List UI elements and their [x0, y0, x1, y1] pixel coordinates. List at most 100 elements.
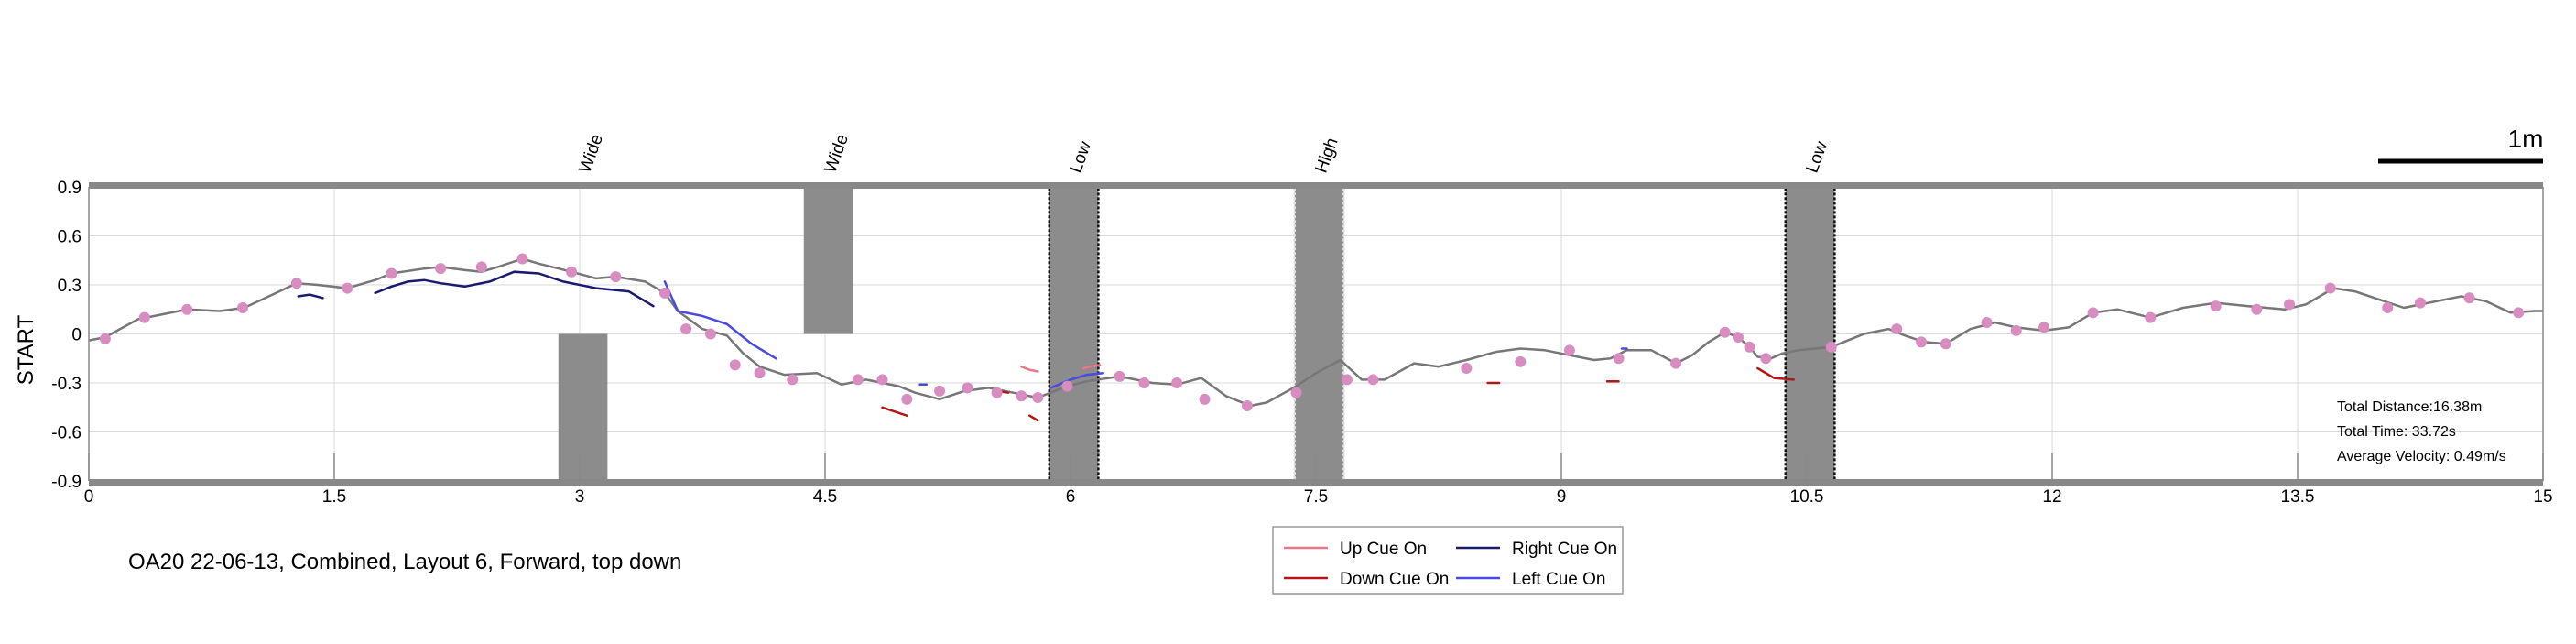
trajectory-point [2210, 300, 2222, 312]
obstacle-low [1784, 185, 1836, 483]
trajectory-point [1241, 399, 1253, 411]
trajectory-point [2415, 297, 2426, 309]
x-tick-label: 15 [2533, 487, 2552, 507]
markers [99, 253, 2525, 411]
legend: Up Cue On Right Cue On Down Cue On Left … [1272, 526, 1624, 595]
bottom-wall [89, 479, 2543, 486]
trajectory-point [787, 374, 799, 386]
scale-bar-label: 1m [2508, 125, 2544, 153]
down-cue-on-segment [881, 406, 908, 417]
top-wall [89, 182, 2543, 189]
y-tick-label: -0.6 [51, 424, 82, 443]
trajectory-point [1916, 336, 1928, 348]
trajectory-point [2087, 307, 2099, 319]
chart-caption: OA20 22-06-13, Combined, Layout 6, Forwa… [128, 550, 681, 574]
y-tick-label: -0.3 [51, 375, 82, 394]
trajectory-point [1461, 362, 1473, 374]
x-tick-label: 4.5 [813, 487, 837, 507]
obstacle-label: Low [1067, 139, 1096, 176]
left-cue-on-segment [663, 280, 777, 360]
trajectory-point [2038, 322, 2050, 333]
axes: 0 1.5 3 4.5 6 7.5 9 10.5 12 13.5 15 0.9 0.6 0.3 0 -0.3 -… [51, 179, 2552, 507]
obstacle-wide [558, 333, 608, 481]
x-tick-label: 1.5 [322, 487, 346, 507]
obstacle-high [1293, 185, 1345, 483]
trajectory-point [236, 301, 248, 313]
trajectory-line [88, 257, 2543, 408]
x-tick-label: 7.5 [1304, 487, 1328, 507]
trajectory-point [2145, 311, 2157, 323]
trajectory-point [566, 266, 578, 278]
trajectory-point [876, 374, 888, 386]
trajectory-point [2251, 303, 2263, 315]
trajectory-point [1367, 374, 1379, 386]
trajectory-point [1760, 353, 1772, 365]
trajectory-point [1981, 317, 1993, 329]
trajectory-point [610, 271, 622, 283]
x-tick-label: 12 [2042, 487, 2061, 507]
legend-label-left: Left Cue On [1512, 570, 1605, 589]
y-axis-label: START [14, 314, 38, 385]
obstacle-label: Wide [576, 132, 608, 176]
average-velocity: Average Velocity: 0.49m/s [2337, 449, 2506, 464]
trajectory-point [1114, 370, 1125, 382]
trajectory-point [1825, 341, 1837, 353]
trajectory-point [1138, 377, 1150, 388]
scale-bar: 1m [2378, 125, 2544, 164]
y-tick-label: 0 [71, 326, 82, 345]
trajectory-point [754, 367, 766, 379]
y-tick-label: 0.3 [58, 277, 82, 296]
x-tick-label: 6 [1066, 487, 1076, 507]
trajectory-point [2463, 292, 2475, 304]
trajectory-point [1670, 357, 1682, 369]
x-tick-label: 10.5 [1790, 487, 1824, 507]
trajectory-point [386, 267, 397, 279]
trajectory-point [852, 374, 864, 386]
y-tick-label: -0.9 [51, 473, 82, 492]
legend-label-down: Down Cue On [1340, 570, 1449, 589]
down-cue-on-segment [1756, 366, 1795, 381]
x-tick-label: 9 [1557, 487, 1567, 507]
trajectory-point [342, 282, 353, 294]
trajectory-point [99, 333, 111, 344]
down-cue-on-segment [1028, 414, 1039, 422]
series [88, 257, 2543, 422]
trajectory-point [1563, 344, 1575, 356]
trajectory-point [1171, 377, 1183, 388]
obstacle-label: High [1312, 136, 1342, 176]
legend-label-up: Up Cue On [1340, 540, 1427, 559]
trajectory-point [934, 385, 946, 397]
trajectory-point [680, 323, 692, 335]
stats-box: Total Distance:16.38m Total Time: 33.72s… [2337, 399, 2506, 464]
up-cue-on-segment [1082, 364, 1102, 370]
obstacle-low [1048, 185, 1100, 483]
legend-label-right: Right Cue On [1512, 540, 1617, 559]
trajectory-point [1940, 338, 1951, 350]
total-time: Total Time: 33.72s [2337, 424, 2456, 440]
trajectory-point [991, 387, 1003, 398]
trajectory-point [658, 287, 670, 299]
total-distance: Total Distance:16.38m [2337, 399, 2482, 415]
trajectory-point [435, 263, 447, 275]
trajectory-point [2324, 282, 2336, 294]
trajectory-point [962, 382, 973, 394]
obstacle-label: Low [1803, 139, 1832, 176]
trajectory-point [1199, 393, 1211, 405]
right-cue-on-segment [297, 293, 324, 300]
trajectory-point [1016, 390, 1027, 402]
x-tick-label: 13.5 [2281, 487, 2315, 507]
y-tick-label: 0.6 [58, 228, 82, 247]
y-tick-label: 0.9 [58, 179, 82, 198]
trajectory-point [1613, 353, 1625, 365]
obstacle-wide [803, 187, 853, 334]
trajectory-point [2513, 307, 2525, 319]
trajectory-point [1719, 326, 1731, 338]
right-cue-on-segment [374, 270, 655, 308]
trajectory-point [704, 328, 716, 340]
trajectory-point [2284, 299, 2296, 311]
legend-box [1272, 526, 1624, 595]
trajectory-point [290, 278, 302, 289]
trajectory-point [1341, 374, 1353, 386]
trajectory-point [729, 359, 741, 371]
